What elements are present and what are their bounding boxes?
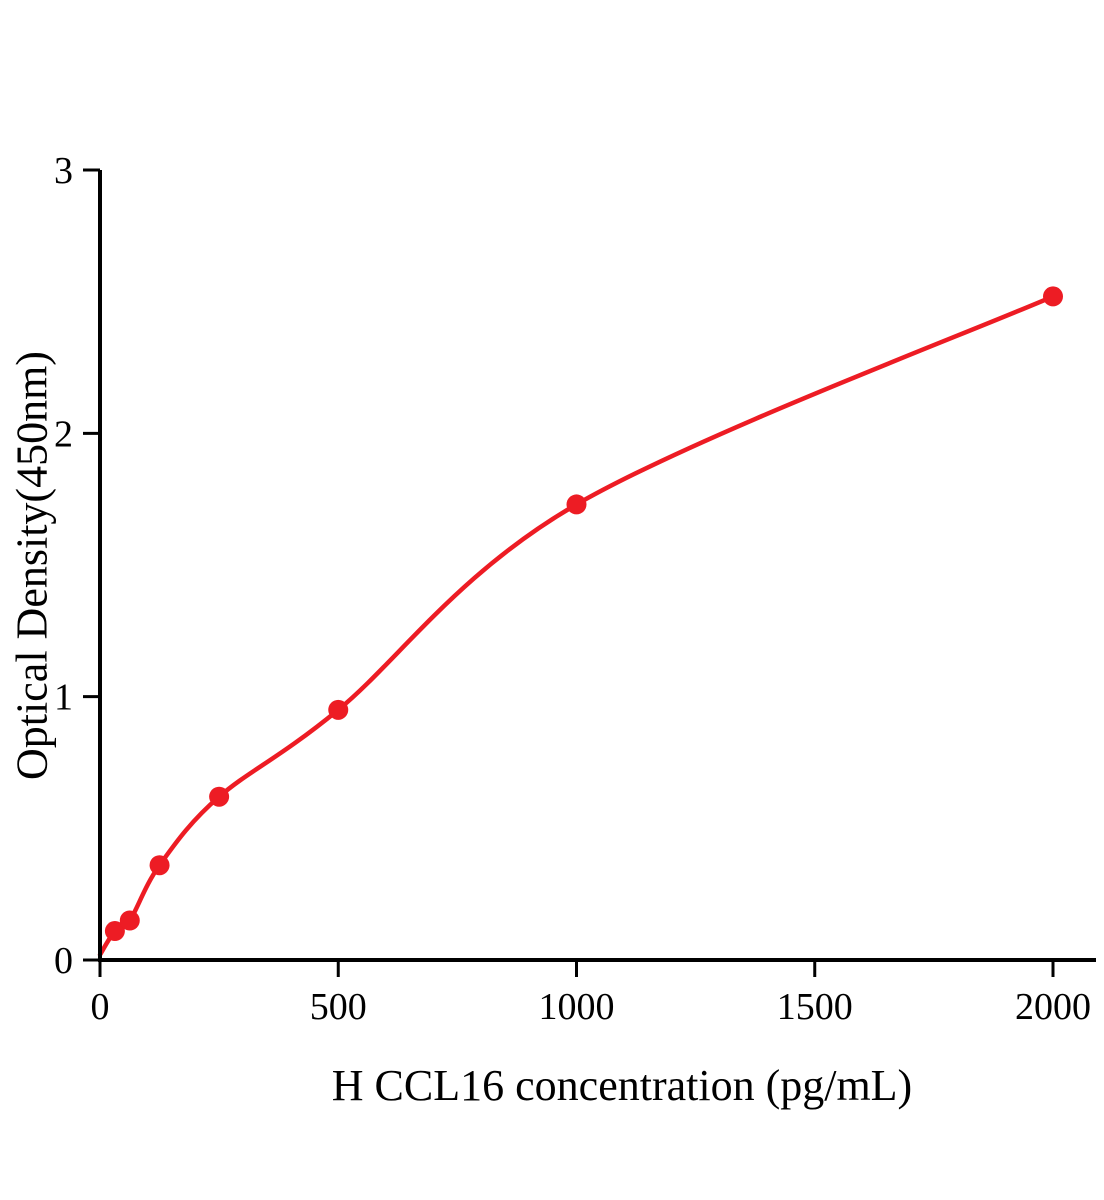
x-axis-title: H CCL16 concentration (pg/mL) (331, 1061, 913, 1110)
standard-curve (97, 294, 1056, 957)
y-tick-label: 1 (54, 677, 73, 719)
x-tick-label: 1500 (777, 986, 853, 1028)
data-point (104, 921, 125, 942)
y-tick-label: 0 (54, 940, 73, 982)
y-axis-title: Optical Density(450nm) (7, 351, 57, 780)
data-point (1043, 286, 1063, 307)
x-tick-label: 2000 (1015, 986, 1091, 1028)
y-tick-label: 2 (54, 413, 73, 455)
data-point (209, 786, 230, 807)
data-point (149, 855, 170, 876)
x-tick-label: 1000 (539, 986, 615, 1028)
x-tick-label: 0 (91, 986, 110, 1028)
data-point (566, 494, 587, 515)
data-point (328, 699, 349, 720)
x-tick-label: 500 (310, 986, 367, 1028)
y-tick-label: 3 (54, 150, 73, 192)
data-point (119, 910, 140, 931)
